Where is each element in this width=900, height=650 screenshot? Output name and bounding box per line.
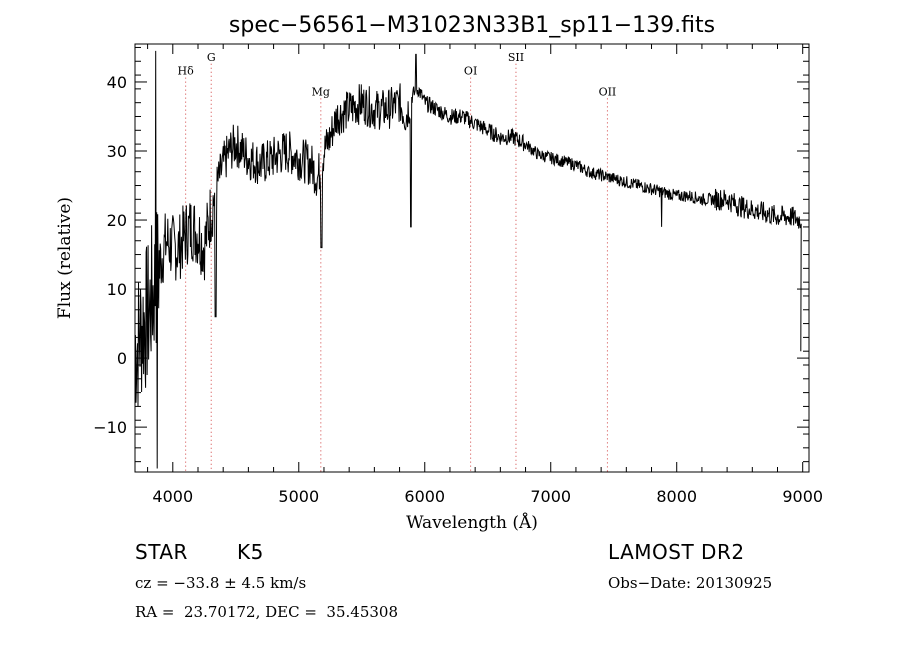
marker-label: SII [508, 51, 524, 64]
x-tick-label: 5000 [278, 487, 319, 506]
marker-label: G [207, 51, 216, 64]
x-tick-label: 6000 [404, 487, 445, 506]
y-tick-label: 0 [117, 349, 127, 368]
marker-label: Hδ [178, 65, 195, 78]
redshift-cz: cz = −33.8 ± 4.5 km/s [135, 574, 307, 592]
marker-label: OI [464, 65, 477, 78]
x-tick-label: 8000 [656, 487, 697, 506]
y-axis-label: Flux (relative) [55, 197, 75, 319]
line-markers [185, 63, 608, 472]
y-axis-ticks: −10 0 10 20 30 40 [93, 46, 809, 463]
line-labels: Hδ G Mg OI SII OII [178, 51, 617, 99]
y-tick-label: 20 [107, 211, 127, 230]
coordinates-ra-dec: RA = 23.70172, DEC = 35.45308 [135, 603, 399, 621]
y-tick-label: 30 [107, 142, 127, 161]
spectrum-line [134, 50, 802, 469]
survey-name: LAMOST DR2 [608, 540, 745, 564]
y-tick-label: 40 [107, 73, 127, 92]
x-axis-label: Wavelength (Å) [406, 512, 538, 533]
x-tick-label: 4000 [152, 487, 193, 506]
chart-title: spec−56561−M31023N33B1_sp11−139.fits [229, 13, 715, 38]
y-tick-label: 10 [107, 280, 127, 299]
y-tick-label: −10 [93, 418, 127, 437]
object-subclass: K5 [237, 540, 264, 564]
object-class: STAR [135, 540, 188, 564]
marker-label: OII [599, 85, 617, 98]
marker-label: Mg [312, 85, 330, 98]
observation-date: Obs−Date: 20130925 [608, 574, 773, 592]
x-tick-label: 9000 [782, 487, 823, 506]
x-tick-label: 7000 [530, 487, 571, 506]
plot-frame [134, 43, 810, 473]
x-axis-ticks: 4000 5000 6000 7000 8000 9000 [147, 44, 823, 506]
